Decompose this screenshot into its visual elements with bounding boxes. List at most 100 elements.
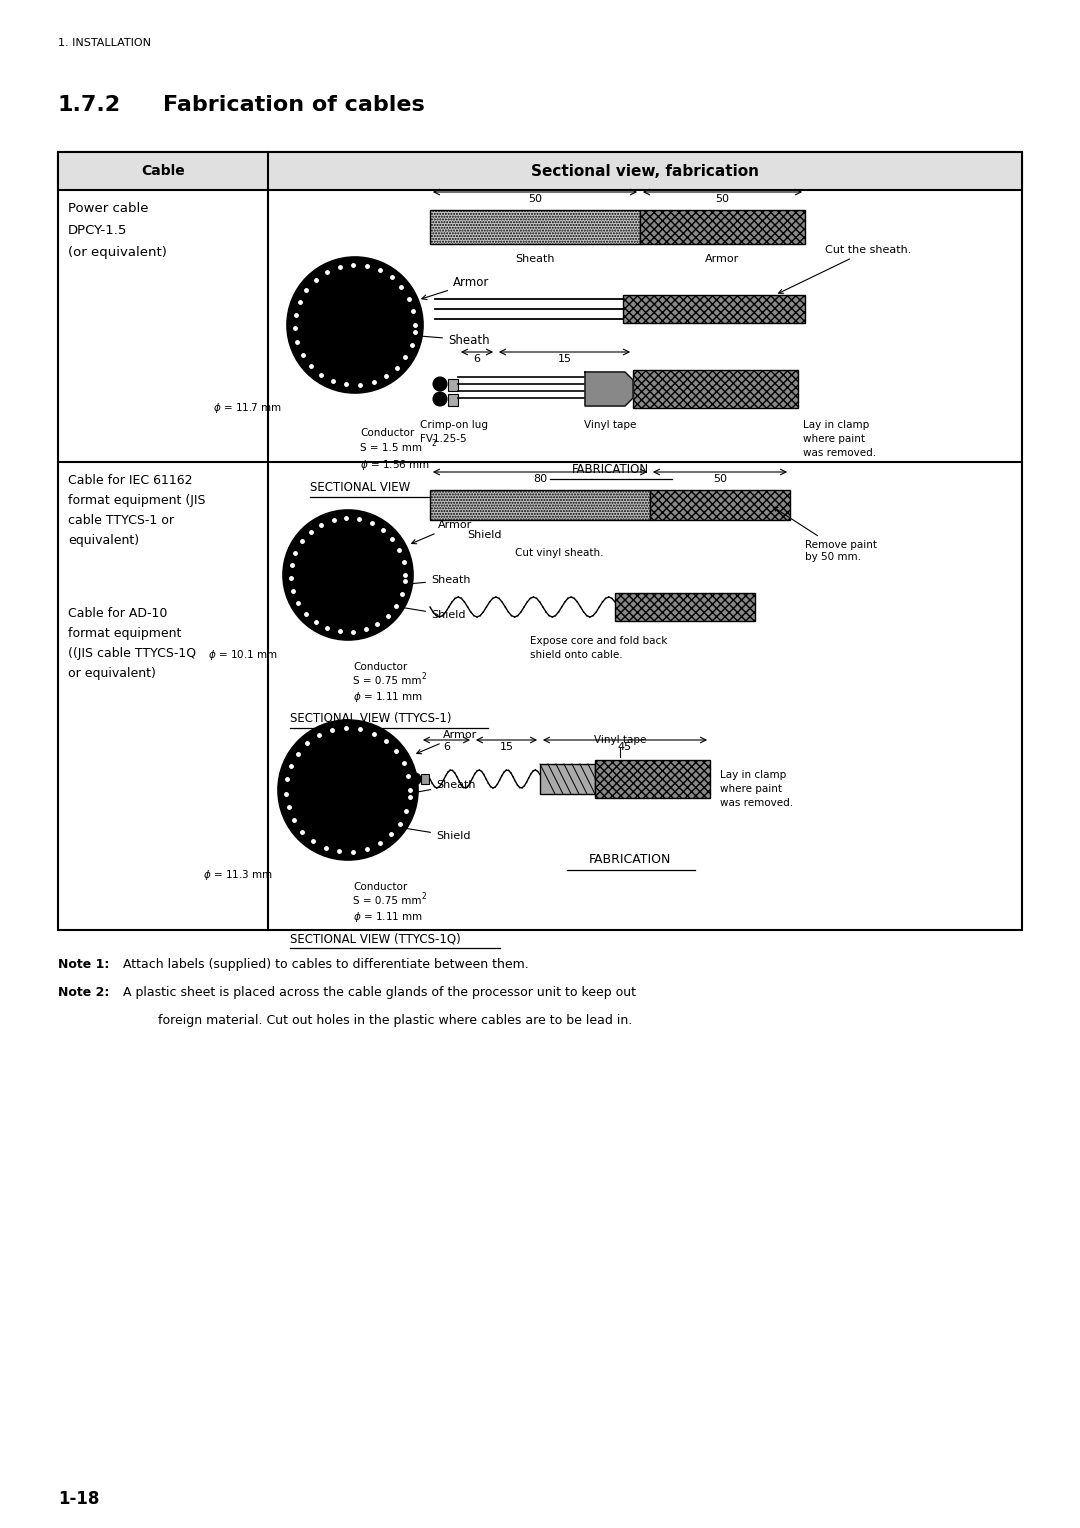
Text: Shield: Shield [391,604,465,620]
Circle shape [409,773,421,785]
Bar [448,394,458,406]
Text: Armor: Armor [417,730,477,753]
Text: Fabrication of cables: Fabrication of cables [163,95,424,115]
Circle shape [300,270,410,380]
Bar [650,490,789,520]
Text: foreign material. Cut out holes in the plastic where cables are to be lead in.: foreign material. Cut out holes in the p… [158,1015,632,1027]
Text: S = 0.75 mm: S = 0.75 mm [353,675,421,686]
Text: A plastic sheet is placed across the cable glands of the processor unit to keep : A plastic sheet is placed across the cab… [123,986,636,999]
Text: 1.7.2: 1.7.2 [58,95,121,115]
Circle shape [350,767,370,787]
Text: S = 0.75 mm: S = 0.75 mm [353,895,421,906]
Text: FABRICATION: FABRICATION [589,853,671,866]
Bar [540,764,595,795]
Text: 80: 80 [532,474,548,484]
Text: Shield: Shield [468,530,502,539]
Bar [623,295,805,322]
Circle shape [343,299,367,324]
Text: Conductor: Conductor [353,882,407,892]
Text: 15: 15 [557,354,571,364]
Text: Sectional view, fabrication: Sectional view, fabrication [531,163,759,179]
Text: 50: 50 [715,194,729,205]
Text: Conductor: Conductor [353,662,407,672]
Text: Lay in clamp
where paint
was removed.: Lay in clamp where paint was removed. [804,420,876,458]
Text: 2: 2 [422,892,427,902]
Circle shape [300,743,396,837]
Text: Expose core and fold back
shield onto cable.: Expose core and fold back shield onto ca… [530,636,667,660]
Text: 1. INSTALLATION: 1. INSTALLATION [58,38,151,47]
Circle shape [433,377,447,391]
Text: Attach labels (supplied) to cables to differentiate between them.: Attach labels (supplied) to cables to di… [123,958,529,970]
Circle shape [315,286,395,365]
Text: $\phi$ = 10.1 mm: $\phi$ = 10.1 mm [208,648,278,662]
Text: Cable for IEC 61162
format equipment (JIS
cable TTYCS-1 or
equivalent): Cable for IEC 61162 format equipment (JI… [68,474,205,547]
Bar [615,593,755,620]
Text: Remove paint
by 50 mm.: Remove paint by 50 mm. [773,507,877,562]
Text: Vinyl tape: Vinyl tape [584,420,636,429]
Text: Cut the sheath.: Cut the sheath. [779,244,912,293]
Circle shape [292,733,404,847]
Text: 6: 6 [473,354,481,364]
Text: Armor: Armor [411,520,472,544]
Text: Armor: Armor [705,254,740,264]
Text: 45: 45 [618,743,632,752]
Text: $\phi$ = 11.3 mm: $\phi$ = 11.3 mm [203,868,273,882]
Text: Cut vinyl sheath.: Cut vinyl sheath. [515,549,604,558]
Text: Lay in clamp
where paint
was removed.: Lay in clamp where paint was removed. [720,770,793,808]
Circle shape [311,753,384,827]
Text: 6: 6 [443,743,450,752]
Text: 15: 15 [499,743,513,752]
Circle shape [326,767,346,787]
Text: FABRICATION: FABRICATION [571,463,649,477]
Text: $\phi$ = 1.56 mm: $\phi$ = 1.56 mm [360,458,430,472]
Bar [633,370,798,408]
Text: FV1.25-5: FV1.25-5 [420,434,467,445]
Text: $\phi$ = 1.11 mm: $\phi$ = 1.11 mm [353,691,423,704]
Bar [421,775,429,784]
Circle shape [433,393,447,406]
Circle shape [303,532,392,619]
Circle shape [287,257,423,393]
Circle shape [314,541,382,610]
Text: 50: 50 [528,194,542,205]
Text: Crimp-on lug: Crimp-on lug [420,420,488,429]
Text: SECTIONAL VIEW (TTYCS-1): SECTIONAL VIEW (TTYCS-1) [291,712,451,724]
Bar [58,151,1022,189]
Text: Conductor: Conductor [360,428,415,439]
Text: Armor: Armor [422,277,489,299]
Bar [448,379,458,391]
Text: SECTIONAL VIEW (TTYCS-1Q): SECTIONAL VIEW (TTYCS-1Q) [291,932,461,944]
Circle shape [326,793,346,813]
Circle shape [343,325,367,350]
Text: S = 1.5 mm: S = 1.5 mm [360,443,422,452]
Circle shape [350,573,370,593]
Text: Sheath: Sheath [401,575,471,587]
Circle shape [350,793,370,813]
Text: Shield: Shield [395,825,471,840]
Circle shape [326,573,346,593]
Text: Vinyl tape: Vinyl tape [594,735,646,746]
Text: Note 2:: Note 2: [58,986,109,999]
Text: SECTIONAL VIEW: SECTIONAL VIEW [310,481,410,494]
Text: Power cable
DPCY-1.5
(or equivalent): Power cable DPCY-1.5 (or equivalent) [68,202,167,260]
Bar [430,490,650,520]
Text: Cable: Cable [141,163,185,177]
Bar [58,151,1022,931]
Bar [640,209,805,244]
Circle shape [278,720,418,860]
Text: $\phi$ = 1.11 mm: $\phi$ = 1.11 mm [353,911,423,924]
Text: $\phi$ = 11.7 mm: $\phi$ = 11.7 mm [213,400,282,416]
Circle shape [296,523,400,626]
Text: Sheath: Sheath [411,333,489,347]
Text: Sheath: Sheath [515,254,555,264]
Text: Sheath: Sheath [405,779,475,796]
Polygon shape [585,371,633,406]
Text: Cable for AD-10
format equipment
((JIS cable TTYCS-1Q
or equivalent): Cable for AD-10 format equipment ((JIS c… [68,607,197,680]
Circle shape [338,552,357,571]
Text: 1-18: 1-18 [58,1490,99,1508]
Circle shape [283,510,413,640]
Text: Note 1:: Note 1: [58,958,109,970]
Bar [595,759,710,798]
Text: 2: 2 [432,439,436,448]
Bar [430,209,640,244]
